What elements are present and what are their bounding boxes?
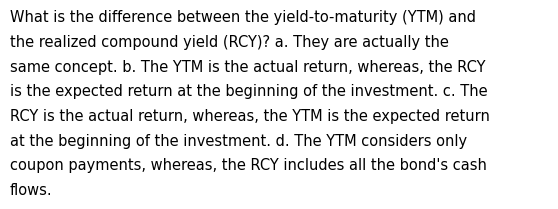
Text: flows.: flows. [10,183,52,198]
Text: is the expected return at the beginning of the investment. c. The: is the expected return at the beginning … [10,84,488,99]
Text: same concept. b. The YTM is the actual return, whereas, the RCY: same concept. b. The YTM is the actual r… [10,60,485,75]
Text: What is the difference between the yield-to-maturity (YTM) and: What is the difference between the yield… [10,10,476,25]
Text: RCY is the actual return, whereas, the YTM is the expected return: RCY is the actual return, whereas, the Y… [10,109,490,124]
Text: the realized compound yield (RCY)? a. They are actually the: the realized compound yield (RCY)? a. Th… [10,35,449,50]
Text: at the beginning of the investment. d. The YTM considers only: at the beginning of the investment. d. T… [10,134,467,149]
Text: coupon payments, whereas, the RCY includes all the bond's cash: coupon payments, whereas, the RCY includ… [10,158,487,173]
